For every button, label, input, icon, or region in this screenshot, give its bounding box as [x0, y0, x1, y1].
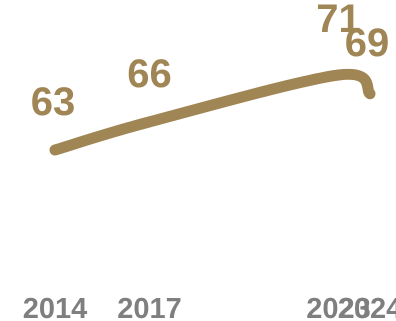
- data-label-2024: 69: [345, 21, 390, 65]
- x-tick-label-2023: 2023: [306, 293, 371, 321]
- series-line: [49, 68, 376, 156]
- x-tick-label-2024: 2024: [338, 293, 396, 321]
- data-label-2017: 66: [127, 52, 172, 96]
- x-tick-label-2017: 2017: [117, 293, 182, 321]
- data-label-2014: 63: [31, 80, 76, 124]
- x-tick-label-2014: 2014: [23, 293, 88, 321]
- data-label-2023: 71: [316, 0, 361, 41]
